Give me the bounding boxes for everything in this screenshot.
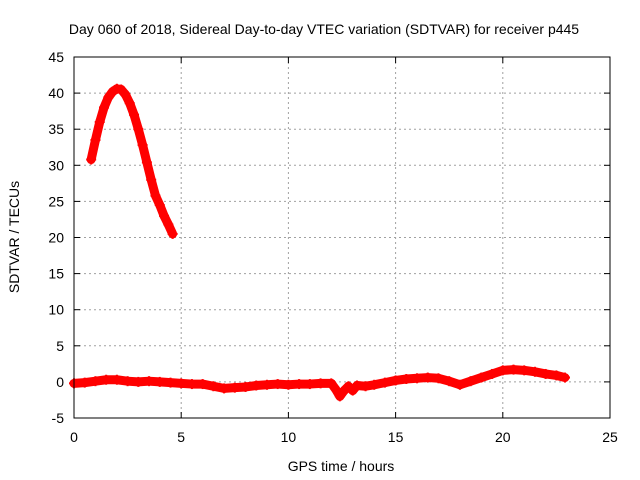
y-tick-labels: -5 0 5 10 15 20 25 30 35 40 45 (48, 49, 64, 426)
x-tick-label: 10 (281, 429, 297, 445)
data-point (197, 379, 208, 390)
data-point (141, 157, 152, 168)
data-point (540, 368, 551, 379)
data-point (186, 379, 197, 390)
data-point (101, 374, 112, 385)
data-point (251, 380, 262, 391)
data-series (69, 83, 570, 402)
y-tick-label: 10 (48, 302, 64, 318)
data-point (133, 124, 144, 135)
x-tick-label: 25 (602, 429, 618, 445)
data-point (433, 373, 444, 384)
data-point (444, 376, 455, 387)
data-point (159, 210, 170, 221)
data-point (144, 376, 155, 387)
series-1 (86, 83, 178, 239)
data-point (347, 385, 358, 396)
data-point (99, 102, 110, 113)
plot-frame (73, 56, 611, 419)
data-point (94, 116, 105, 127)
data-point (304, 379, 315, 390)
data-point (86, 154, 97, 165)
data-point (124, 98, 135, 109)
data-point (90, 376, 101, 387)
data-point (154, 200, 165, 211)
data-point (154, 376, 165, 387)
data-point (208, 381, 219, 392)
y-axis-label: SDTVAR / TECUs (6, 181, 22, 293)
data-point (261, 379, 272, 390)
x-tick-labels: 0 5 10 15 20 25 (70, 429, 618, 445)
y-tick-label: -5 (52, 410, 65, 426)
data-point (487, 368, 498, 379)
data-point (476, 372, 487, 383)
data-point (116, 84, 127, 95)
data-point (326, 378, 337, 389)
data-point (122, 376, 133, 387)
data-point (559, 372, 570, 383)
data-point (401, 374, 412, 385)
data-point (120, 89, 131, 100)
data-point (90, 135, 101, 146)
data-point (133, 376, 144, 387)
data-point (497, 365, 508, 376)
data-point (229, 382, 240, 393)
data-point (379, 377, 390, 388)
data-point (165, 377, 176, 388)
data-point (422, 372, 433, 383)
data-point (352, 380, 363, 391)
data-point (163, 219, 174, 230)
data-point (103, 92, 114, 103)
x-axis-label: GPS time / hours (288, 458, 395, 474)
data-point (79, 377, 90, 388)
y-tick-label: 35 (48, 121, 64, 137)
data-point (390, 375, 401, 386)
data-point (240, 381, 251, 392)
data-point (137, 140, 148, 151)
x-tick-label: 15 (388, 429, 404, 445)
data-point (283, 379, 294, 390)
data-point (519, 365, 530, 376)
data-point (150, 190, 161, 201)
data-point (529, 366, 540, 377)
grid (74, 57, 610, 418)
y-tick-label: 45 (48, 49, 64, 65)
data-point (508, 364, 519, 375)
data-point (412, 373, 423, 384)
y-tick-label: 0 (56, 374, 64, 390)
data-point (111, 374, 122, 385)
data-point (219, 383, 230, 394)
data-point (360, 381, 371, 392)
data-point (330, 384, 341, 395)
x-tick-label: 20 (495, 429, 511, 445)
data-point (551, 370, 562, 381)
data-point (315, 378, 326, 389)
data-point (294, 379, 305, 390)
data-point (334, 391, 345, 402)
data-point (369, 379, 380, 390)
data-point (272, 379, 283, 390)
y-tick-label: 30 (48, 157, 64, 173)
data-point (465, 376, 476, 387)
data-point (176, 378, 187, 389)
y-tick-label: 25 (48, 193, 64, 209)
y-tick-label: 20 (48, 230, 64, 246)
chart-title: Day 060 of 2018, Sidereal Day-to-day VTE… (69, 21, 579, 37)
data-point (454, 379, 465, 390)
y-tick-label: 15 (48, 266, 64, 282)
x-tick-label: 5 (177, 429, 185, 445)
data-point (167, 228, 178, 239)
x-tick-label: 0 (70, 429, 78, 445)
series-2 (69, 364, 570, 402)
data-point (129, 109, 140, 120)
y-tick-label: 5 (56, 338, 64, 354)
y-tick-label: 40 (48, 85, 64, 101)
data-point (146, 174, 157, 185)
